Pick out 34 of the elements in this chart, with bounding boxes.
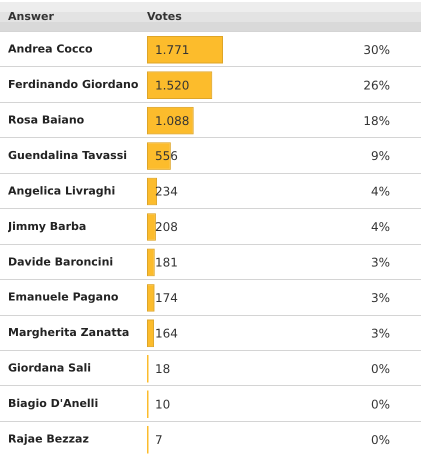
y-tick-label: Rajae Bezzaz: [8, 432, 89, 446]
y-tick-label: Margherita Zanatta: [8, 326, 130, 340]
text: 18%: [363, 114, 390, 128]
text: 0%: [370, 397, 390, 412]
data-label: 174: [155, 291, 178, 305]
data-label: 164: [155, 326, 178, 340]
text: 3%: [370, 326, 390, 340]
text: 3%: [370, 256, 390, 270]
data-label: 1.520: [155, 78, 190, 92]
data-label: 181: [155, 256, 178, 270]
x-axis-title: Votes: [147, 10, 182, 23]
y-tick-label: Andrea Cocco: [8, 42, 94, 56]
text: 0%: [370, 432, 390, 447]
text: 4%: [370, 220, 390, 234]
data-label: 18: [155, 362, 170, 376]
y-tick-label: Ferdinando Giordano: [8, 78, 139, 92]
text: 4%: [370, 184, 390, 199]
y-axis-title: Answer: [8, 10, 55, 23]
y-tick-label: Davide Baroncini: [8, 255, 114, 268]
y-tick-label: Rosa Baiano: [8, 113, 85, 126]
y-tick-label: Giordana Sali: [8, 362, 92, 375]
y-tick-label: Guendalina Tavassi: [8, 148, 128, 162]
data-label: 10: [155, 397, 170, 412]
text: 30%: [363, 42, 390, 57]
y-tick-label: Biagio D'Anelli: [8, 397, 98, 410]
y-tick-label: Angelica Livraghi: [8, 184, 116, 198]
text: 3%: [370, 291, 390, 305]
data-label: 1.088: [155, 114, 190, 128]
y-tick-label: Emanuele Pagano: [8, 290, 119, 304]
text: 26%: [363, 78, 390, 92]
text: 9%: [370, 149, 390, 164]
data-label: 7: [155, 432, 163, 447]
data-label: 1.771: [155, 42, 190, 57]
text: 0%: [370, 362, 390, 376]
